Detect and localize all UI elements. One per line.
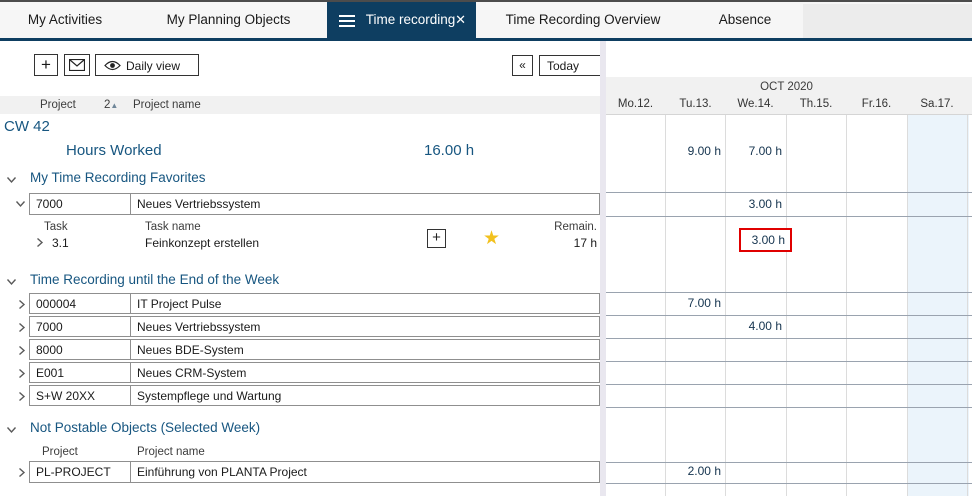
favorite-project-we-value: 3.00 h [748,197,782,211]
favorite-star-icon[interactable]: ★ [483,228,501,249]
project-name-cell[interactable]: IT Project Pulse [130,293,600,314]
tab-my-activities[interactable]: My Activities [27,12,103,27]
day-header-we: We.14. [737,98,774,110]
column-header-task-name: Task name [145,221,201,233]
gridline [606,384,972,385]
chevron-right-icon[interactable] [18,467,26,478]
project-id-cell[interactable]: 8000 [29,339,131,360]
tab-time-recording-label: Time recording [365,12,456,27]
month-label: OCT 2020 [760,81,813,93]
chevron-right-icon[interactable] [36,237,44,248]
project-name-cell[interactable]: Einführung von PLANTA Project [130,461,600,483]
gridline [606,315,972,316]
add-time-entry-button[interactable]: + [427,229,446,248]
hours-worked-we-value: 7.00 h [748,144,782,158]
sort-indicator[interactable]: 2▲ [104,99,119,111]
tab-absence[interactable]: Absence [718,12,772,27]
mail-button[interactable] [64,54,90,76]
column-line [786,115,787,496]
left-table-header: Project 2▲ Project name [0,96,601,114]
tab-time-recording-overview[interactable]: Time Recording Overview [505,12,661,27]
tab-bar-filler [803,4,972,40]
hours-worked-total: 16.00 h [424,142,475,159]
chevron-right-icon[interactable] [18,345,26,356]
gridline [606,407,972,408]
column-line [665,115,666,496]
tab-bar [0,0,972,40]
gridline [606,338,972,339]
tab-time-recording[interactable]: Time recording ✕ [327,2,476,38]
column-line [907,115,908,496]
calendar-header: OCT 2020 [606,77,972,115]
day-header-fr: Fr.16. [861,98,892,110]
project-we-value: 4.00 h [748,319,782,333]
week-label: CW 42 [4,118,50,135]
highlighted-time-entry-cell[interactable]: 3.00 h [739,228,792,252]
gridline [606,462,972,463]
tab-underline [0,38,972,41]
section-title-favorites[interactable]: My Time Recording Favorites [30,170,206,185]
project-name-cell[interactable]: Neues CRM-System [130,362,600,383]
project-id-cell[interactable]: S+W 20XX [29,385,131,406]
project-name-cell[interactable]: Neues BDE-System [130,339,600,360]
today-button[interactable]: Today [539,55,601,76]
task-name: Feinkonzept erstellen [145,236,260,250]
section-title-not-postable[interactable]: Not Postable Objects (Selected Week) [30,420,261,435]
project-tu-value: 2.00 h [687,464,721,478]
view-selector-label: Daily view [126,59,181,73]
project-id-cell[interactable]: E001 [29,362,131,383]
column-header-project[interactable]: Project [40,99,76,111]
tab-my-planning-objects[interactable]: My Planning Objects [166,12,291,27]
project-id-cell[interactable]: 7000 [29,193,131,215]
column-header-project: Project [42,446,78,458]
column-header-project-name: Project name [137,446,205,458]
chevron-right-icon[interactable] [18,299,26,310]
chevron-right-icon[interactable] [18,368,26,379]
column-line [846,115,847,496]
project-id-cell[interactable]: 000004 [29,293,131,314]
view-selector[interactable]: Daily view [95,54,199,76]
column-header-project-name[interactable]: Project name [133,99,201,111]
eye-icon [104,60,121,71]
column-line [725,115,726,496]
close-icon[interactable]: ✕ [455,12,466,27]
chevron-down-icon[interactable] [6,278,17,286]
gridline [606,216,972,217]
day-header-mo: Mo.12. [617,98,654,110]
chevron-down-icon[interactable] [15,200,26,208]
project-name-cell[interactable]: Neues Vertriebssystem [130,193,600,215]
gridline [606,483,972,484]
envelope-icon [68,58,86,72]
day-header-tu: Tu.13. [679,98,712,110]
gridline [606,361,972,362]
project-tu-value: 7.00 h [687,296,721,310]
column-line [967,115,968,496]
task-remaining-value: 17 h [573,236,597,250]
weekend-column [907,115,969,496]
sort-arrow-icon: ▲ [110,101,119,110]
task-id: 3.1 [52,236,69,250]
project-name-cell[interactable]: Neues Vertriebssystem [130,316,600,337]
section-title-week[interactable]: Time Recording until the End of the Week [30,272,280,287]
day-header-th: Th.15. [799,98,833,110]
pane-splitter[interactable] [600,41,606,496]
chevron-down-icon[interactable] [6,426,17,434]
today-button-label: Today [547,59,580,73]
day-header-sa: Sa.17. [920,98,954,110]
chevron-right-icon[interactable] [18,391,26,402]
previous-week-button[interactable]: « [512,55,533,76]
gridline [606,292,972,293]
chevron-down-icon[interactable] [6,176,17,184]
project-id-cell[interactable]: PL-PROJECT [29,461,131,483]
hamburger-icon[interactable] [339,15,355,27]
column-header-task: Task [44,221,68,233]
project-name-cell[interactable]: Systempflege und Wartung [130,385,600,406]
column-header-remaining: Remain. [554,221,597,233]
chevron-right-icon[interactable] [18,322,26,333]
hours-worked-tu-value: 9.00 h [687,144,721,158]
gridline [606,192,972,193]
project-id-cell[interactable]: 7000 [29,316,131,337]
hours-worked-label: Hours Worked [66,142,162,159]
add-button[interactable]: + [34,54,58,76]
